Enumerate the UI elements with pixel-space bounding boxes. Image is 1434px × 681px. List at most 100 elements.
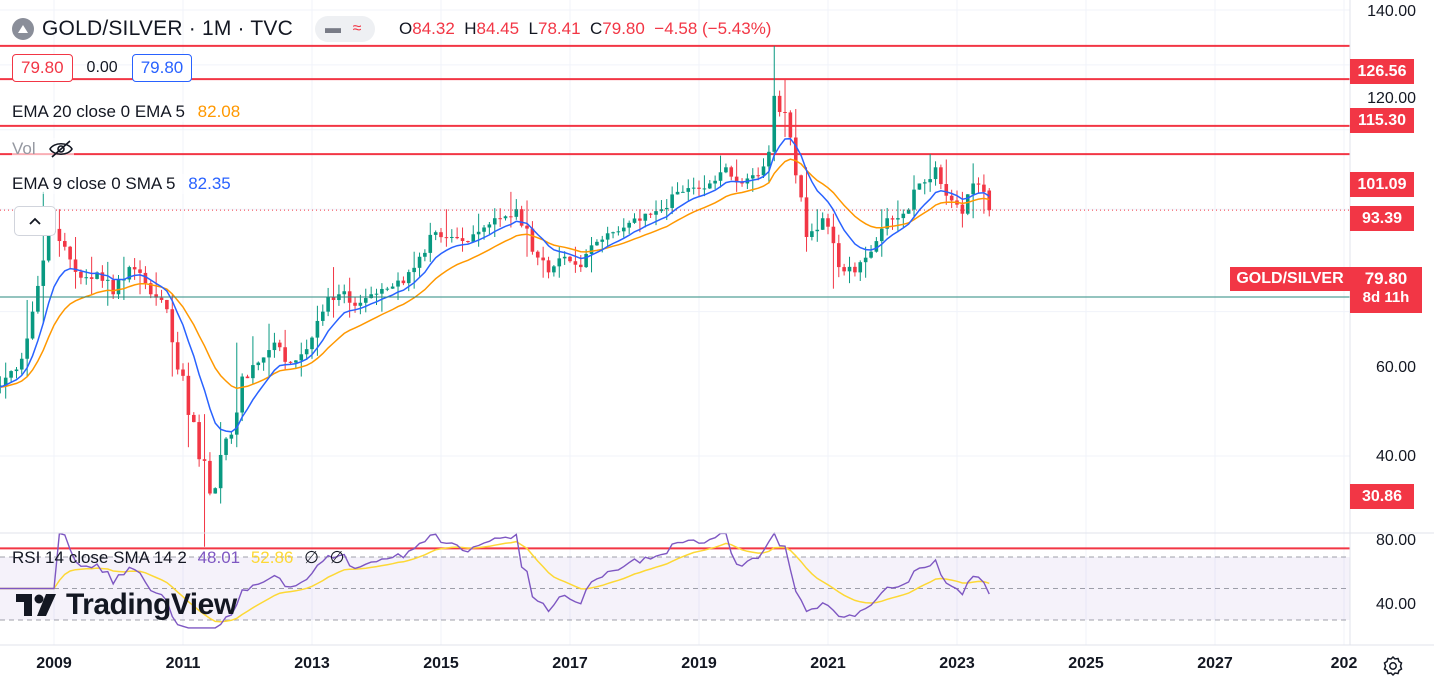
chart-grid [0,0,1350,645]
rsi-axis-tick: 40.00 [1375,596,1416,613]
candle-body [202,459,207,461]
candle-body [552,266,556,273]
candle-body [965,194,970,214]
candle-body [218,454,223,489]
candle-body [498,218,502,220]
candle-body [95,272,99,279]
candle-body [971,183,975,195]
candle-body [837,243,841,268]
ema9-legend[interactable]: EMA 9 close 0 SMA 5 82.35 [12,174,231,194]
symbol-header: GOLD/SILVER · 1M · TVC ▬ ≈ O84.32 H84.45… [12,14,771,44]
candle-body [557,258,562,267]
candle-body [342,291,347,295]
ema20-value: 82.08 [197,102,241,121]
candle-body [369,294,373,299]
candle-body [154,294,158,298]
wave-icon[interactable]: ≈ [352,20,362,37]
settings-gear-icon[interactable] [1381,654,1405,678]
candle-body [562,256,567,259]
candle-body [288,361,293,363]
candle-body [541,257,545,261]
candle-body [519,209,524,226]
candle-body [208,460,212,494]
tradingview-logo[interactable]: TradingView [16,588,237,622]
rsi-legend[interactable]: RSI 14 close SMA 14 2 48.01 52.86 ∅ ∅ [12,548,344,568]
candle-body [708,183,712,189]
level-tag[interactable]: 126.56 [1350,59,1414,84]
candle-body [105,279,110,281]
candle-body [175,342,180,370]
candle-body [197,422,201,460]
candle-body [885,218,889,229]
candle-body [401,280,406,284]
candle-body [568,256,572,262]
sell-price-button[interactable]: 79.80 [12,54,73,82]
candle-body [605,233,610,240]
candle-body [358,302,363,306]
candle-body [960,204,965,214]
candle-body [933,167,938,180]
time-axis-label: 2023 [939,655,975,672]
candle-body [654,211,658,215]
candle-body [412,267,416,273]
candle-body [240,376,244,413]
candle-body [912,189,916,210]
candle-body [406,272,411,284]
candle-body [245,376,250,379]
rsi-sma-line [0,540,990,623]
buy-price-button[interactable]: 79.80 [131,54,193,82]
symbol-title[interactable]: GOLD/SILVER · 1M · TVC [42,17,294,40]
time-axis-label: 2019 [681,655,717,672]
candle-body [374,293,379,295]
symbol-price-tag[interactable]: GOLD/SILVER [1230,267,1350,291]
candle-body [982,184,986,192]
candle-body [9,371,13,378]
collapse-legend-button[interactable] [14,206,56,236]
candle-body [917,183,922,190]
candle-body [444,237,449,239]
candle-body [896,218,900,220]
candle-body [858,262,863,273]
candle-body [756,175,760,177]
candle-body [831,226,836,244]
level-tag[interactable]: 101.09 [1350,172,1414,197]
candle-body [922,182,927,184]
level-tag[interactable]: 93.39 [1350,206,1414,231]
candle-body [826,218,830,227]
rsi-axis-tick: 80.00 [1375,532,1416,549]
candle-body [863,257,868,263]
candle-body [600,239,605,242]
horizontal-levels[interactable] [0,44,1350,550]
level-tag[interactable]: 30.86 [1350,484,1414,509]
candle-body [681,191,685,193]
candle-body [799,175,803,198]
candle-body [659,209,664,212]
rsi-extra-2: ∅ [329,548,345,567]
rsi-extra-1: ∅ [304,548,319,567]
ema20-legend[interactable]: EMA 20 close 0 EMA 5 82.08 [12,102,241,122]
candle-body [299,354,304,361]
candle-body [724,167,728,173]
minus-icon[interactable]: ▬ [325,20,342,37]
candle-body [25,338,29,359]
eye-off-icon[interactable] [48,138,74,160]
candle-body [321,311,325,321]
candle-body [804,197,809,237]
candle-body [353,302,357,306]
candle-body [57,228,62,242]
candle-body [944,184,949,196]
vol-legend[interactable]: Vol [12,138,74,160]
candle-body [267,350,271,358]
candle-body [509,216,513,218]
current-price-tag[interactable]: 79.80 8d 11h [1350,267,1422,313]
candle-body [901,213,906,219]
candle-body [928,179,932,183]
candle-body [890,218,895,220]
candle-body [535,251,540,258]
candle-body [874,241,879,252]
indicator-toggle-pill[interactable]: ▬ ≈ [315,16,376,42]
level-tag[interactable]: 115.30 [1350,108,1414,133]
candle-body [138,269,142,273]
price-axis-tick: 140.00 [1367,3,1416,20]
